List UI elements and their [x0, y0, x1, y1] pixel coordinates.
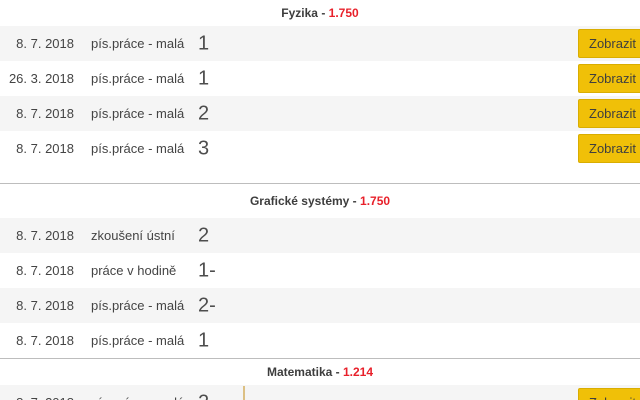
grade-row: 8. 7. 2018 pís.práce - malá 1 [0, 323, 640, 358]
subject-name: Grafické systémy [249, 194, 350, 208]
grade-row: 8. 7. 2018 pís.práce - malá 3 Zobrazit p… [0, 131, 640, 166]
show-details-button[interactable]: Zobrazit po [578, 29, 640, 58]
grade-type: pís.práce - malá [91, 298, 185, 313]
grade-row: 8. 7. 2018 pís.práce - malá 2 Zobrazit p… [0, 96, 640, 131]
grade-date: 8. 7. 2018 [16, 106, 74, 121]
grade-type: pís.práce - malá [91, 141, 185, 156]
subject-separator: - [332, 365, 343, 379]
grade-value: 2 [198, 102, 210, 124]
grade-value: 2 [198, 391, 209, 400]
grade-type: zkoušení ústní [91, 228, 175, 243]
grade-value: 1- [198, 259, 216, 281]
subject-rows: 8. 7. 2018 zkoušení ústní 2 8. 7. 2018 p… [0, 218, 640, 358]
tooltip-edge-line [243, 386, 245, 400]
subject-section: Fyzika - 1.750 8. 7. 2018 pís.práce - ma… [0, 0, 640, 166]
grade-row: 8. 7. 2018 zkoušení ústní 2 [0, 218, 640, 253]
grade-value: 2- [198, 294, 216, 316]
grade-type: pís.práce - malá [91, 106, 185, 121]
grade-value: 1 [198, 67, 210, 89]
grade-date: 26. 3. 2018 [8, 71, 74, 86]
subject-name: Matematika [266, 365, 333, 379]
grade-type: pís.práce - malá [91, 36, 185, 51]
grade-date: 8. 7. 2018 [16, 141, 74, 156]
grade-date: 8. 7. 2018 [16, 298, 74, 313]
grade-type: pís.práce - malá [91, 395, 184, 400]
grade-type: pís.práce - malá [91, 333, 185, 348]
subject-section: Grafické systémy - 1.750 8. 7. 2018 zkou… [0, 183, 640, 358]
grade-row: 8. 7. 2018 pís.práce - malá 2- [0, 288, 640, 323]
grade-date: 8. 7. 2018 [0, 395, 74, 400]
subject-header: Fyzika - 1.750 [0, 0, 640, 26]
subject-section: Matematika - 1.214 8. 7. 2018 pís.práce … [0, 358, 640, 400]
subject-header: Matematika - 1.214 [0, 358, 640, 385]
grade-type: práce v hodině [91, 263, 177, 278]
grade-type: pís.práce - malá [91, 71, 185, 86]
grade-value: 1 [198, 32, 210, 54]
show-details-button[interactable]: Zobrazit po [578, 134, 640, 163]
show-details-button[interactable]: Zobrazit po [578, 64, 640, 93]
show-details-button[interactable]: Zobrazit po [578, 99, 640, 128]
grade-date: 8. 7. 2018 [16, 333, 74, 348]
subject-average: 1.750 [328, 6, 359, 20]
grade-date: 8. 7. 2018 [16, 36, 74, 51]
grade-value: 1 [198, 329, 210, 351]
grade-date: 8. 7. 2018 [16, 228, 74, 243]
grade-value: 3 [198, 137, 210, 159]
subject-average: 1.214 [343, 365, 374, 379]
grade-row: 26. 3. 2018 pís.práce - malá 1 Zobrazit … [0, 61, 640, 96]
grade-date: 8. 7. 2018 [16, 263, 74, 278]
grade-value: 2 [198, 224, 210, 246]
grade-row: 8. 7. 2018 pís.práce - malá 1 Zobrazit p… [0, 26, 640, 61]
subject-separator: - [317, 6, 329, 20]
subject-header: Grafické systémy - 1.750 [0, 183, 640, 218]
grade-row: 8. 7. 2018 pís.práce - malá 2 Zobrazit p… [0, 385, 640, 400]
grade-row: 8. 7. 2018 práce v hodině 1- [0, 253, 640, 288]
subject-name: Fyzika [281, 6, 318, 20]
show-details-button[interactable]: Zobrazit po [578, 388, 640, 400]
subject-average: 1.750 [360, 194, 391, 208]
subject-rows: 8. 7. 2018 pís.práce - malá 1 Zobrazit p… [0, 26, 640, 166]
subject-separator: - [349, 194, 361, 208]
subject-rows: 8. 7. 2018 pís.práce - malá 2 Zobrazit p… [0, 385, 640, 400]
